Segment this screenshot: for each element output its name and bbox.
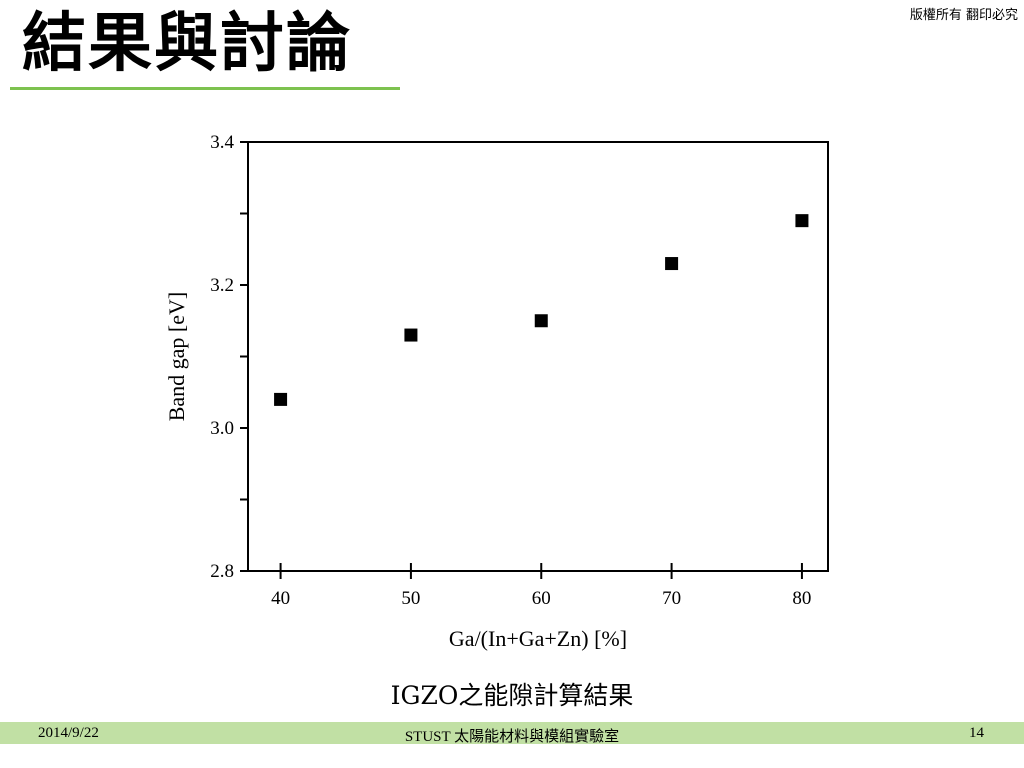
x-axis-label: Ga/(In+Ga+Zn) [%] [449, 626, 627, 651]
x-tick-label: 70 [662, 588, 681, 609]
axis-ticks: 40 50 60 70 80 2.8 3.0 3.2 3.4 [210, 132, 811, 609]
data-point [274, 392, 288, 406]
footer-lab-name: STUST 太陽能材料與模組實驗室 [404, 729, 620, 745]
data-point [404, 328, 418, 342]
y-tick-label: 3.4 [210, 132, 234, 153]
data-point [534, 314, 548, 328]
x-tick-label: 50 [401, 588, 420, 609]
figure-caption: IGZO之能隙計算結果 [390, 681, 634, 710]
footer-bar: 2014/9/22 STUST 太陽能材料與模組實驗室 14 [0, 722, 1024, 745]
x-tick-label: 80 [792, 588, 811, 609]
y-tick-label: 2.8 [210, 561, 234, 582]
title-underline [10, 87, 400, 90]
y-tick-label: 3.0 [210, 418, 234, 439]
copyright-notice: 版權所有 翻印必究 [909, 8, 1018, 23]
slide-title: 結果與討論 [22, 6, 352, 81]
y-axis-label: Band gap [eV] [164, 292, 189, 422]
footer-page-number: 14 [969, 725, 984, 741]
footer-date: 2014/9/22 [38, 725, 99, 741]
x-tick-label: 40 [271, 588, 290, 609]
data-points [274, 214, 809, 406]
plot-frame [247, 141, 829, 572]
band-gap-chart: 40 50 60 70 80 2.8 3.0 3.2 3.4 Ga/(In+Ga+Zn) [%]… [164, 132, 829, 651]
data-point [795, 214, 809, 228]
data-point [665, 257, 679, 271]
y-tick-label: 3.2 [210, 275, 234, 296]
x-tick-label: 60 [532, 588, 551, 609]
